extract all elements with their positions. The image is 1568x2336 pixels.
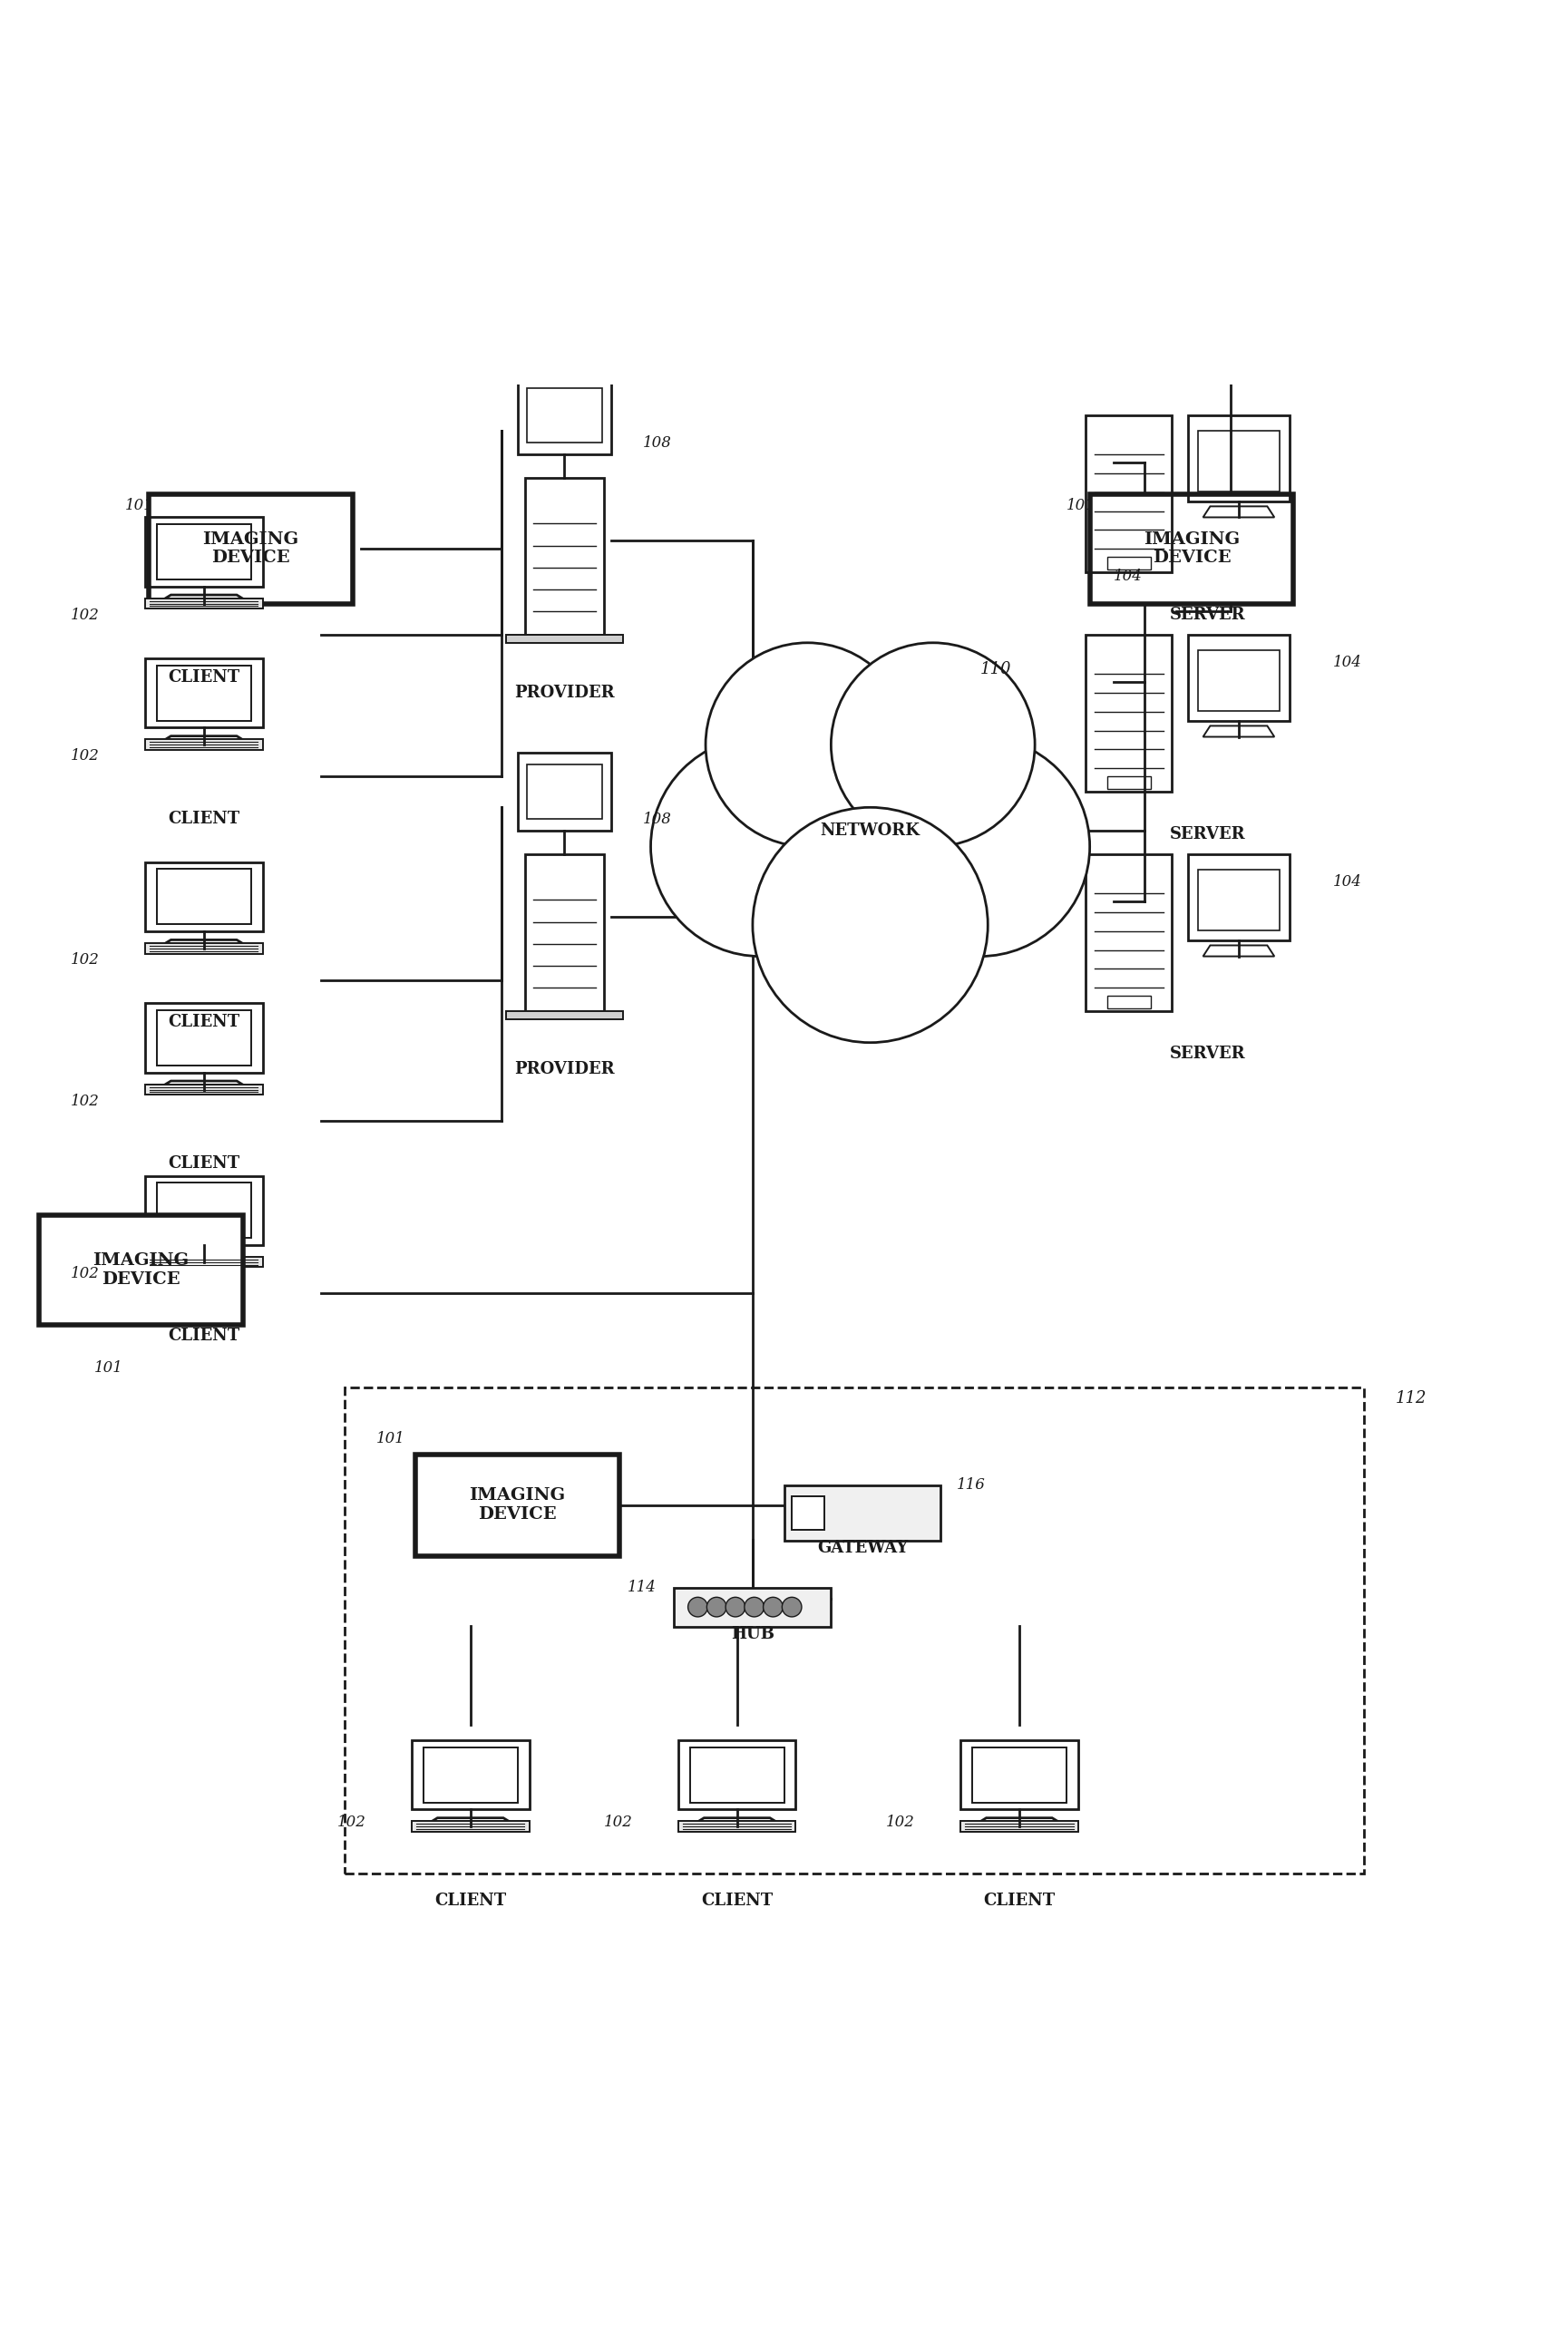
Text: IMAGING
DEVICE: IMAGING DEVICE — [93, 1252, 190, 1287]
Circle shape — [707, 1598, 726, 1617]
FancyBboxPatch shape — [411, 1822, 528, 1831]
FancyBboxPatch shape — [784, 1486, 941, 1539]
FancyBboxPatch shape — [149, 493, 353, 603]
Circle shape — [726, 1598, 745, 1617]
Text: GATEWAY: GATEWAY — [817, 1539, 908, 1556]
Text: CLIENT: CLIENT — [983, 1892, 1055, 1909]
Circle shape — [831, 642, 1035, 846]
FancyBboxPatch shape — [674, 1588, 831, 1626]
Text: 104: 104 — [1113, 568, 1142, 584]
Text: 102: 102 — [886, 1815, 914, 1829]
Circle shape — [651, 736, 870, 955]
Text: CLIENT: CLIENT — [168, 1014, 240, 1030]
FancyBboxPatch shape — [416, 1453, 619, 1556]
Text: 102: 102 — [71, 1093, 99, 1110]
Text: CLIENT: CLIENT — [168, 811, 240, 827]
Text: 102: 102 — [71, 748, 99, 764]
Text: IMAGING
DEVICE: IMAGING DEVICE — [469, 1488, 566, 1523]
FancyBboxPatch shape — [1090, 493, 1294, 603]
Circle shape — [688, 1598, 707, 1617]
Text: 101: 101 — [376, 1430, 405, 1446]
FancyBboxPatch shape — [146, 598, 262, 610]
Text: 101: 101 — [125, 498, 154, 514]
Text: 101: 101 — [1066, 498, 1094, 514]
Text: SERVER: SERVER — [1170, 1047, 1245, 1063]
Circle shape — [706, 642, 909, 846]
Text: 108: 108 — [643, 434, 671, 451]
Text: 102: 102 — [604, 1815, 632, 1829]
FancyBboxPatch shape — [505, 1011, 622, 1018]
Text: 102: 102 — [71, 1266, 99, 1282]
Text: 104: 104 — [1333, 654, 1361, 670]
Text: CLIENT: CLIENT — [168, 668, 240, 684]
Text: 104: 104 — [1333, 874, 1361, 890]
FancyBboxPatch shape — [677, 1822, 795, 1831]
Text: SERVER: SERVER — [1170, 827, 1245, 843]
FancyBboxPatch shape — [960, 1822, 1079, 1831]
Text: 112: 112 — [1396, 1390, 1427, 1406]
FancyBboxPatch shape — [146, 1084, 262, 1096]
Text: IMAGING
DEVICE: IMAGING DEVICE — [202, 530, 299, 565]
FancyBboxPatch shape — [39, 1215, 243, 1325]
Text: NETWORK: NETWORK — [820, 822, 920, 839]
Text: CLIENT: CLIENT — [168, 1156, 240, 1173]
Circle shape — [721, 682, 1019, 979]
Text: HUB: HUB — [731, 1626, 775, 1642]
Text: 110: 110 — [980, 661, 1011, 677]
Text: 102: 102 — [71, 607, 99, 624]
Circle shape — [745, 1598, 764, 1617]
Text: 116: 116 — [956, 1479, 985, 1493]
FancyBboxPatch shape — [146, 1257, 262, 1266]
Text: IMAGING
DEVICE: IMAGING DEVICE — [1143, 530, 1240, 565]
Text: 101: 101 — [94, 1360, 122, 1376]
Circle shape — [782, 1598, 801, 1617]
Text: PROVIDER: PROVIDER — [514, 1061, 615, 1077]
FancyBboxPatch shape — [146, 944, 262, 953]
Text: 108: 108 — [643, 811, 671, 827]
Text: CLIENT: CLIENT — [701, 1892, 773, 1909]
Text: 102: 102 — [71, 953, 99, 967]
Text: CLIENT: CLIENT — [434, 1892, 506, 1909]
FancyBboxPatch shape — [505, 635, 622, 642]
Text: 102: 102 — [337, 1815, 365, 1829]
Circle shape — [870, 736, 1090, 955]
FancyBboxPatch shape — [792, 1497, 825, 1530]
Text: CLIENT: CLIENT — [168, 1327, 240, 1343]
Text: 114: 114 — [627, 1579, 655, 1595]
Text: SERVER: SERVER — [1170, 607, 1245, 624]
FancyBboxPatch shape — [146, 741, 262, 750]
Circle shape — [753, 808, 988, 1042]
Circle shape — [764, 1598, 782, 1617]
Text: PROVIDER: PROVIDER — [514, 684, 615, 701]
